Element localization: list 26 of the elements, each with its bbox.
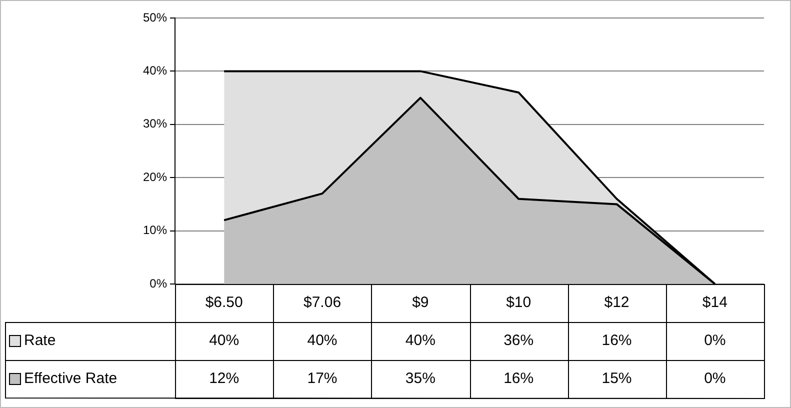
x-tick-label: $10: [506, 294, 532, 312]
data-label: 16%: [602, 332, 632, 350]
data-label: 16%: [504, 370, 534, 388]
y-tick-label: 40%: [142, 64, 168, 78]
y-tick-label: 0%: [150, 276, 168, 290]
x-tick-label: $12: [604, 294, 630, 312]
x-tick-label: $9: [412, 294, 429, 312]
data-label: 0%: [704, 332, 726, 350]
x-tick-label: $6.50: [205, 294, 243, 312]
data-label: 12%: [209, 370, 240, 388]
y-tick-label: 30%: [142, 116, 168, 131]
legend-label: Effective Rate: [24, 370, 118, 388]
data-label: 40%: [405, 332, 436, 350]
x-tick-label: $14: [702, 294, 728, 312]
data-label: 36%: [504, 332, 534, 350]
data-label: 40%: [307, 332, 338, 350]
data-label: 35%: [405, 370, 436, 388]
x-tick-label: $7.06: [303, 294, 342, 312]
data-label: 15%: [602, 370, 632, 388]
data-label: 17%: [307, 370, 338, 388]
legend-label: Rate: [24, 332, 56, 350]
y-tick-label: 20%: [142, 170, 168, 184]
data-label: 40%: [209, 332, 240, 350]
data-label: 0%: [704, 370, 726, 388]
y-tick-label: 10%: [142, 223, 168, 238]
y-tick-label: 50%: [142, 10, 168, 24]
